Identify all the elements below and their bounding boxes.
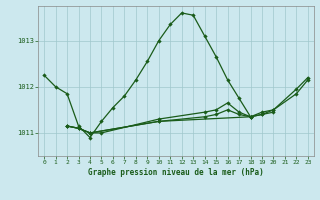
X-axis label: Graphe pression niveau de la mer (hPa): Graphe pression niveau de la mer (hPa)	[88, 168, 264, 177]
